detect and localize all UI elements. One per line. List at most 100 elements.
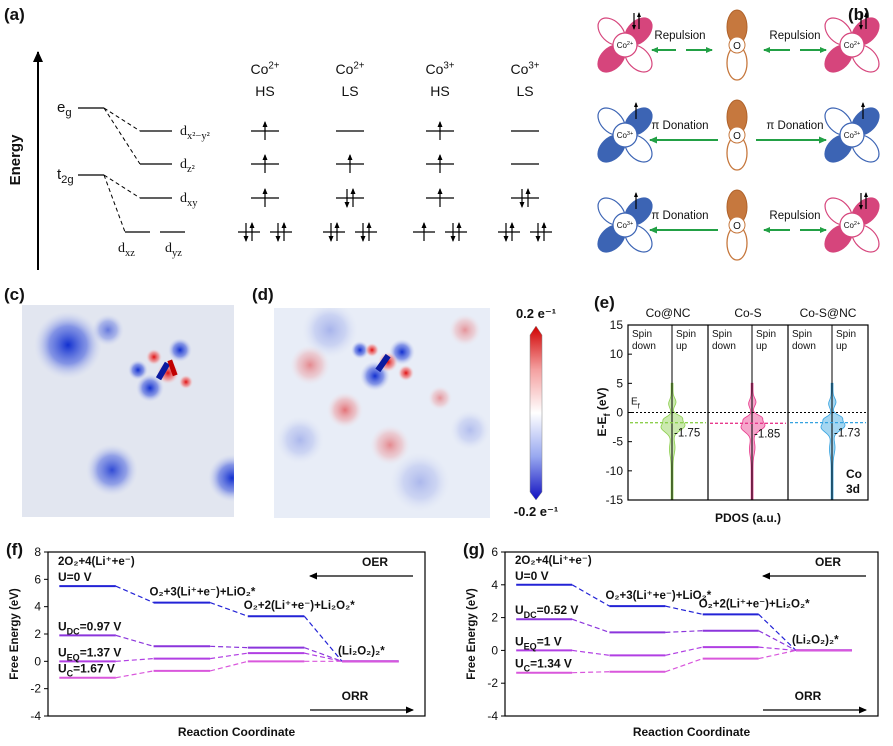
pdos-spin-up xyxy=(751,382,766,501)
spin-label: up xyxy=(676,341,688,352)
electron-head xyxy=(525,188,531,194)
ion: Co xyxy=(335,61,353,77)
spin-label: up xyxy=(756,341,768,352)
ion: Co xyxy=(617,41,628,50)
plot-frame xyxy=(504,551,879,717)
electron-head xyxy=(509,222,515,228)
connector xyxy=(115,634,154,647)
oer-arrow-head xyxy=(309,572,317,580)
ion: Co xyxy=(250,61,268,77)
y-tick-label: 10 xyxy=(610,347,624,361)
electron-head xyxy=(437,188,443,194)
y-tick-label: 0 xyxy=(491,643,498,657)
subscript: g xyxy=(65,107,71,119)
interaction-label: Repulsion xyxy=(654,30,705,42)
text-part: d xyxy=(180,124,187,139)
column-spin: HS xyxy=(255,83,274,99)
series-label: UDC=0.52 V xyxy=(515,603,578,620)
element-label: Co xyxy=(846,467,862,481)
atom-label: Co3+ xyxy=(617,131,634,140)
subscript: z² xyxy=(187,164,195,175)
charge-map-c xyxy=(22,305,234,517)
electron-head xyxy=(262,188,268,194)
spin-label: down xyxy=(792,341,816,352)
electron-head xyxy=(450,236,456,242)
colorbar-min: -0.2 e⁻¹ xyxy=(514,504,558,519)
colorbar xyxy=(529,325,543,501)
electron-head xyxy=(456,222,462,228)
text-part: t xyxy=(57,166,62,183)
column-spin: LS xyxy=(516,83,533,99)
charge-map-d xyxy=(274,308,490,518)
energy-axis-head xyxy=(33,51,43,62)
y-tick-label: 6 xyxy=(491,545,498,559)
spin-label: Spin xyxy=(756,329,776,340)
axis-label: Energy xyxy=(7,134,24,186)
y-tick-label: 5 xyxy=(616,376,623,390)
ion: Co xyxy=(844,131,855,140)
interaction-label: Repulsion xyxy=(769,210,820,222)
subscript: yz xyxy=(172,248,182,259)
electron-head xyxy=(637,12,641,17)
species-label: O₂+2(Li⁺+e⁻)+Li₂O₂* xyxy=(699,598,810,610)
atom-label: Co2+ xyxy=(617,41,634,50)
column-spin: HS xyxy=(430,83,449,99)
spin-label: Spin xyxy=(676,329,696,340)
text-part: =0.52 V xyxy=(537,603,579,617)
connector xyxy=(115,658,154,662)
repulsion-arrow-head xyxy=(763,227,770,233)
donation-arrow-head xyxy=(649,136,657,144)
electron-head xyxy=(859,205,863,210)
species-label: (Li₂O₂)₂* xyxy=(792,634,839,646)
panel-label: (d) xyxy=(252,285,274,304)
charge: 3+ xyxy=(443,60,454,71)
atom xyxy=(839,212,865,238)
electron-head xyxy=(334,222,340,228)
species-label: 2O₂+4(Li⁺+e⁻) xyxy=(58,556,135,568)
panel-label: (e) xyxy=(594,293,615,312)
y-axis-label: Free Energy (eV) xyxy=(9,588,21,680)
electron-head xyxy=(421,222,427,228)
orbital-label: dyz xyxy=(165,241,182,259)
connector xyxy=(572,649,610,656)
y-axis-label: E-Ef (eV) xyxy=(595,387,612,436)
connector xyxy=(758,613,797,651)
electron-head xyxy=(366,222,372,228)
text-part: U=0 V xyxy=(58,570,92,584)
electron-head xyxy=(864,12,868,17)
d-band-label: -1.75 xyxy=(674,428,700,440)
repulsion-arrow-head xyxy=(706,47,713,53)
charge: 2+ xyxy=(854,41,860,47)
splitting-line xyxy=(103,107,141,165)
series-label: U=0 V xyxy=(515,569,549,583)
interaction-label: π Donation xyxy=(651,120,708,132)
connector xyxy=(115,585,154,604)
orr-arrow-head xyxy=(859,706,867,714)
electron-head xyxy=(437,154,443,160)
text-part: =1.37 V xyxy=(80,645,122,659)
direction-label: ORR xyxy=(342,689,369,703)
atom xyxy=(728,216,746,234)
interaction-label: π Donation xyxy=(766,120,823,132)
electron-head xyxy=(861,102,865,107)
splitting-line xyxy=(103,107,141,132)
text-part: U xyxy=(58,662,67,676)
subscript: f xyxy=(638,402,641,411)
species-label: O₂+3(Li⁺+e⁻)+LiO₂* xyxy=(605,590,711,602)
series-label: UDC=0.97 V xyxy=(58,619,121,636)
repulsion-arrow-head xyxy=(763,47,770,53)
column-ion: Co3+ xyxy=(425,60,454,77)
connector xyxy=(209,660,248,672)
y-tick-label: 2 xyxy=(491,611,498,625)
orbital-label: dxy xyxy=(180,191,198,209)
level-label: t2g xyxy=(57,166,74,186)
electron-head xyxy=(634,102,638,107)
y-tick-label: 4 xyxy=(491,578,498,592)
orbital-label: dxz xyxy=(118,241,135,259)
ion: Co xyxy=(425,61,443,77)
spin-label: Spin xyxy=(632,329,652,340)
atom-label: Co2+ xyxy=(844,221,861,230)
atom xyxy=(839,32,865,58)
fermi-label: Ef xyxy=(631,397,641,411)
connector xyxy=(304,652,343,662)
